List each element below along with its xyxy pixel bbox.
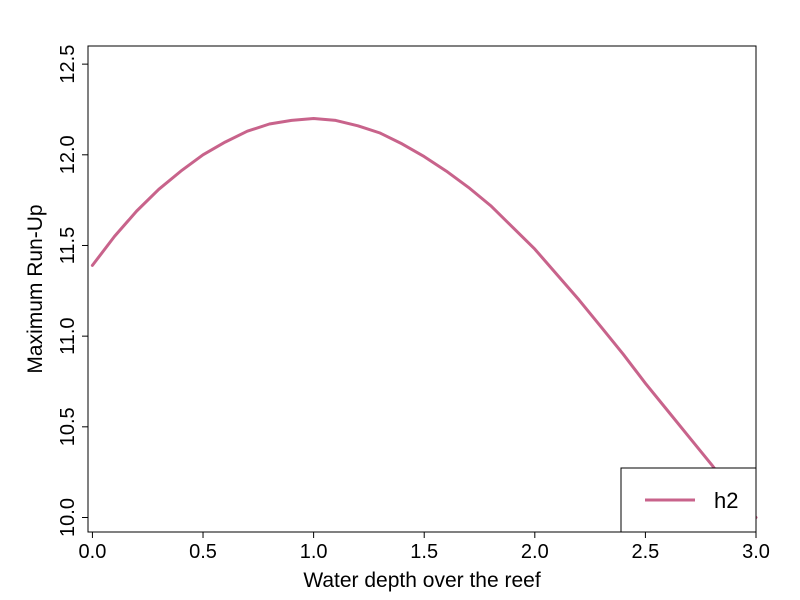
y-tick-label: 10.5 [57,407,79,446]
y-axis-title: Maximum Run-Up [24,204,47,373]
x-tick-label: 1.0 [300,541,328,563]
x-axis-title: Water depth over the reef [303,569,541,592]
y-tick-label: 11.0 [57,317,79,354]
x-tick-label: 0.0 [79,541,107,563]
legend-label-h2: h2 [714,488,738,513]
x-axis: 0.0 0.5 1.0 1.5 2.0 2.5 3.0 [79,532,770,563]
series-line-h2 [90,117,758,519]
legend: h2 [620,467,757,533]
y-tick-label: 10.0 [57,498,79,537]
x-tick-label: 3.0 [742,541,770,563]
x-tick-label: 0.5 [189,541,217,563]
y-tick-label: 11.5 [57,227,79,264]
series-layer [90,117,758,519]
x-tick-label: 2.0 [521,541,549,563]
x-tick-label: 1.5 [410,541,438,563]
y-tick-label: 12.5 [57,45,79,84]
plot-frame [87,45,757,533]
y-tick-label: 12.0 [57,135,79,174]
y-axis: 10.0 10.5 11.0 11.5 12.0 12.5 [57,45,88,537]
x-tick-label: 2.5 [631,541,659,563]
